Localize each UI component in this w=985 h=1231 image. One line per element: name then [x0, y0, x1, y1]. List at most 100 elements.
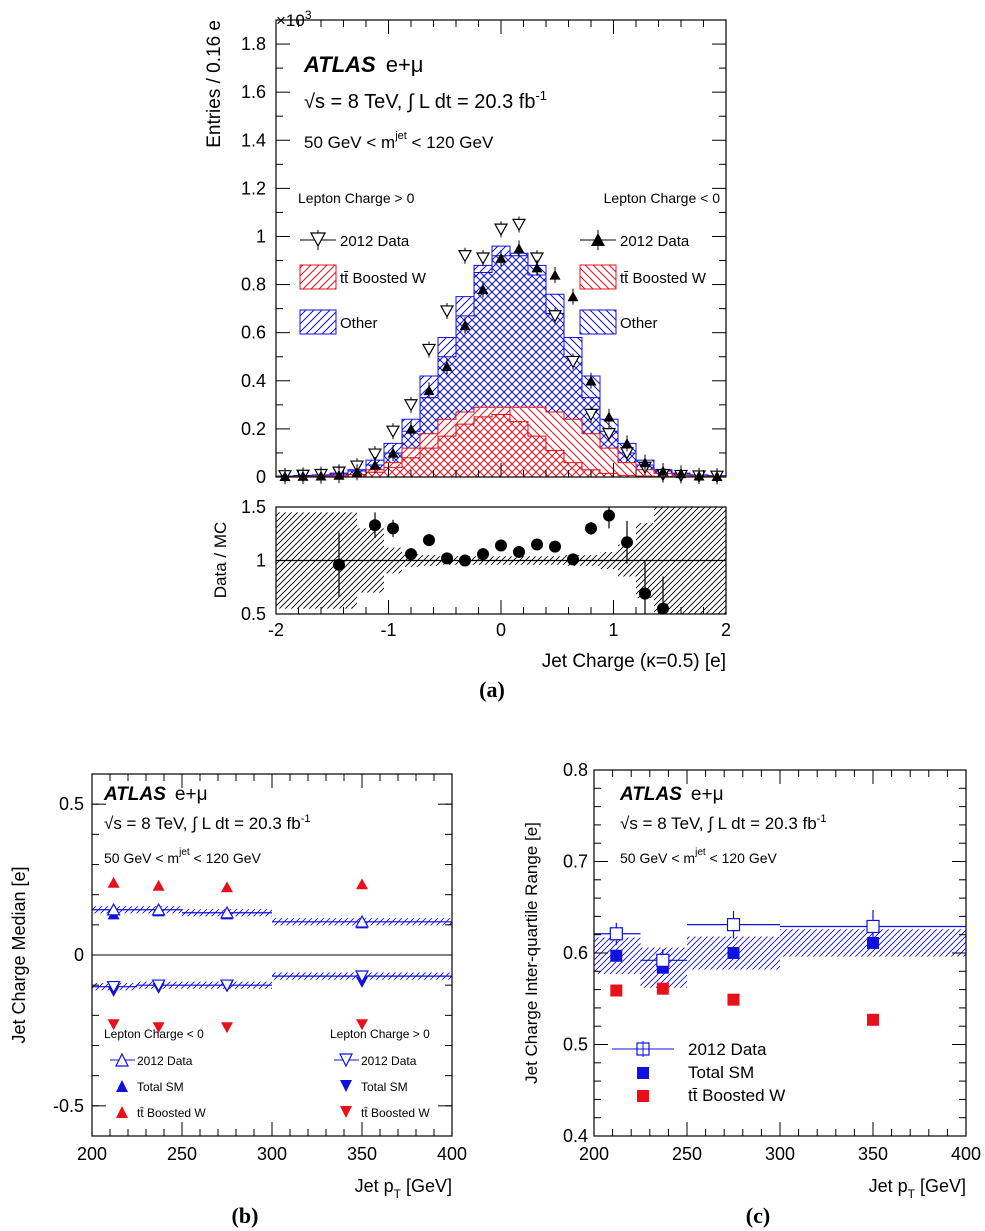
- a-legend-right-other-swatch: [579, 309, 617, 335]
- panel-b: -0.5 0 0.5 200 250 300 350 400 Jet Charge Media…: [9, 773, 467, 1228]
- a-ytick-label: 1.6: [241, 82, 266, 102]
- b-ytick-label: 0.5: [59, 794, 84, 814]
- b-neg-data-point: [106, 902, 121, 916]
- c-legend-data-label: 2012 Data: [688, 1040, 767, 1059]
- b-pos-boostedw-point: [221, 1022, 233, 1034]
- a-neg-data-point: [297, 470, 309, 481]
- a-ytick-label: 1: [256, 226, 266, 246]
- c-legend-boostedw-label: tt̄ Boosted W: [688, 1086, 785, 1105]
- c-xlabel: Jet pT [GeV]: [869, 1176, 966, 1201]
- a-pos-data-point: [475, 252, 491, 266]
- c-ylabel: Jet Charge Inter-quartile Range [e]: [522, 822, 541, 1084]
- a-legend-right-data-label: 2012 Data: [620, 233, 690, 250]
- c-ytick-label: 0.7: [563, 852, 588, 872]
- b-xlabel: Jet pT [GeV]: [355, 1176, 452, 1201]
- c-ytick-label: 0.8: [563, 760, 588, 780]
- a-ytick-label: 0: [256, 467, 266, 487]
- b-ytick-label: 0: [74, 945, 84, 965]
- b-legend-neg-heading: Lepton Charge < 0: [104, 1027, 204, 1041]
- b-legend-neg-data-label: 2012 Data: [137, 1054, 193, 1068]
- b-atlas-label: ATLAS e+μ: [103, 784, 208, 805]
- b-panel-label: (b): [232, 1203, 259, 1228]
- b-pos-data-point: [219, 979, 235, 993]
- a-ratio-point: [603, 509, 615, 522]
- b-xtick-label: 250: [167, 1144, 197, 1164]
- a-neg-data-point: [387, 447, 399, 458]
- a-pos-data-point: [547, 310, 563, 323]
- a-legend-right-data-marker: [580, 230, 616, 250]
- a-ratio-point: [639, 587, 651, 600]
- a-neg-data-point: [495, 252, 507, 263]
- a-pos-data-point: [457, 250, 473, 263]
- a-ratio-point: [333, 558, 345, 571]
- a-neg-data-point: [459, 320, 471, 331]
- a-data-points: [277, 216, 725, 485]
- b-xtick-label: 300: [257, 1144, 287, 1164]
- c-energy-label: √s = 8 TeV, ∫ L dt = 20.3 fb-1: [620, 813, 827, 833]
- a-ytick-label: 0.6: [241, 323, 266, 343]
- a-neg-data-point: [369, 459, 381, 470]
- b-pos-boostedw-point: [107, 1019, 120, 1031]
- b-pos-data-point: [354, 970, 370, 984]
- a-ylabel: Entries / 0.16 e: [204, 20, 225, 148]
- a-legend-right-boostedw-swatch: [579, 264, 617, 290]
- a-neg-data-point: [657, 465, 669, 476]
- c-plot-area: 0.4 0.5 0.6 0.7 0.8 200 250 300 350 400: [563, 760, 981, 1164]
- b-neg-boostedw-point: [356, 878, 368, 890]
- a-neg-data-point: [351, 466, 363, 477]
- a-legend-left-boostedw-swatch: [299, 264, 337, 290]
- a-legend-right-other-label: Other: [620, 315, 658, 332]
- b-neg-boostedw-point: [107, 876, 120, 888]
- b-neg-boostedw-point: [221, 881, 233, 893]
- a-ratio-xlabel: Jet Charge (κ=0.5) [e]: [542, 651, 726, 672]
- a-neg-data-point: [531, 262, 543, 273]
- c-boostedw-point: [727, 993, 740, 1006]
- a-neg-data-point: [441, 361, 453, 372]
- a-ratio-frame: [275, 506, 727, 615]
- a-ratio-plot: 0.5 1 1.5 -2 -1 0 1 2: [241, 497, 731, 640]
- b-energy-label: √s = 8 TeV, ∫ L dt = 20.3 fb-1: [104, 813, 311, 833]
- c-data-point: [726, 918, 741, 932]
- b-legend-pos-totalsm-marker: [340, 1080, 352, 1092]
- a-ratio-point: [585, 522, 597, 535]
- a-ratio-point: [567, 553, 579, 566]
- a-pos-data-point: [565, 355, 581, 369]
- panel-c: 0.4 0.5 0.6 0.7 0.8 200 250 300 350 400 Jet Charg…: [522, 760, 981, 1228]
- a-energy-label: √s = 8 TeV, ∫ L dt = 20.3 fb-1: [304, 88, 547, 113]
- b-pos-boostedw-point: [152, 1022, 165, 1034]
- c-mass-cut: 50 GeV < mjet < 120 GeV: [620, 847, 778, 866]
- c-data-point: [656, 953, 670, 967]
- a-neg-data-point: [639, 457, 651, 468]
- a-ratio-xtick-label: -2: [268, 620, 284, 640]
- c-legend: 2012 Data Total SM tt̄ Boosted W: [612, 1040, 785, 1105]
- a-ytick-label: 1.2: [241, 178, 266, 198]
- a-pos-data-point: [583, 408, 599, 422]
- a-pos-data-point: [439, 305, 455, 318]
- c-frame: [593, 769, 967, 1137]
- a-ratio-xtick-label: -1: [380, 620, 396, 640]
- a-ratio-point: [441, 552, 453, 565]
- panel-a: 0 0.2 0.4 0.6 0.8 1 1.2 1.4 1.6 1.8 ×103 Entries …: [204, 8, 731, 702]
- b-legend-neg-boostedw-marker: [116, 1106, 128, 1118]
- a-legend-left-heading: Lepton Charge > 0: [298, 190, 415, 206]
- b-ytick-label: -0.5: [53, 1096, 84, 1116]
- c-legend-totalsm-label: Total SM: [688, 1063, 754, 1082]
- b-pos-data-point: [151, 979, 166, 993]
- a-ratio-point: [513, 545, 525, 558]
- a-ratio-ytick-label: 1: [256, 551, 266, 571]
- a-legend-left-other-swatch: [299, 309, 337, 335]
- a-ratio-point: [495, 539, 507, 552]
- b-neg-data-point: [354, 914, 370, 928]
- b-frame: [91, 773, 453, 1137]
- a-ytick-label: 1.8: [241, 34, 266, 54]
- c-totalsm-point: [727, 947, 740, 959]
- a-ratio-xtick-label: 0: [496, 620, 506, 640]
- c-xtick-label: 200: [579, 1144, 609, 1164]
- a-ratio-point: [531, 538, 543, 551]
- a-neg-data-point: [603, 411, 615, 422]
- a-mass-cut: 50 GeV < mjet < 120 GeV: [304, 130, 494, 152]
- b-plot-area: -0.5 0 0.5 200 250 300 350 400: [53, 774, 467, 1164]
- a-pos-data-point: [511, 218, 527, 232]
- b-neg-boostedw-point: [152, 879, 165, 891]
- c-atlas-label: ATLAS e+μ: [619, 784, 724, 805]
